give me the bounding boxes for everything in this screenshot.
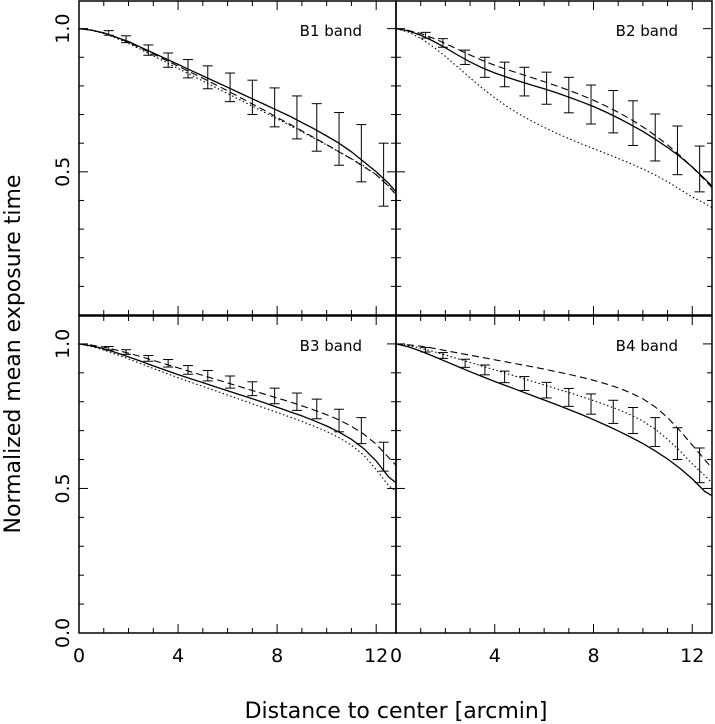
error-bar	[437, 352, 448, 359]
error-bar	[420, 346, 431, 353]
error-bar	[143, 44, 154, 56]
panel-frame	[78, 0, 397, 316]
error-bar	[628, 407, 638, 435]
series-line-dotted	[78, 28, 397, 196]
error-bar	[694, 447, 705, 484]
error-bar	[334, 408, 345, 433]
error-bar	[499, 370, 510, 384]
error-bar	[247, 79, 258, 116]
error-bar	[541, 381, 552, 399]
error-bar	[608, 399, 619, 424]
x-tick-label: 12	[364, 645, 388, 667]
series-line-dashed	[395, 343, 713, 469]
error-bar	[479, 364, 490, 376]
panel-1: B1 band	[78, 0, 397, 316]
error-bar	[563, 387, 574, 407]
y-tick-label: 1.0	[52, 13, 74, 43]
error-bar	[291, 392, 302, 411]
panel-label: B2 band	[616, 22, 678, 40]
error-bar	[586, 393, 597, 415]
error-bar	[628, 100, 638, 146]
error-bar	[311, 103, 322, 152]
error-bar	[519, 66, 530, 97]
x-tick-label: 12	[680, 645, 704, 667]
panel-label: B3 band	[300, 337, 362, 355]
y-tick-label: 0.5	[52, 473, 74, 503]
error-bar	[311, 398, 322, 420]
series-line-solid	[395, 343, 713, 497]
error-bar	[378, 441, 389, 472]
series-line-dashed	[395, 28, 713, 188]
error-bar	[269, 387, 280, 405]
panel-4: B4 band	[395, 315, 713, 634]
error-bar	[460, 358, 471, 368]
error-bar	[479, 56, 490, 78]
series-line-solid	[78, 343, 397, 484]
error-bar	[608, 89, 619, 134]
error-bar	[541, 71, 552, 105]
error-bar	[225, 72, 236, 103]
error-bar	[247, 381, 258, 397]
error-bar	[420, 31, 431, 39]
panel-frame	[395, 315, 713, 634]
series-line-solid	[78, 27, 397, 193]
panel-frame	[78, 315, 397, 634]
x-tick-label: 0	[390, 645, 402, 667]
panel-3: B3 band	[78, 315, 397, 634]
error-bar	[378, 142, 389, 207]
panel-label: B4 band	[616, 337, 678, 355]
error-bar	[356, 124, 367, 183]
series-line-dashed	[78, 28, 397, 196]
y-tick-label: 1.0	[52, 329, 74, 359]
x-tick-label: 0	[73, 645, 85, 667]
y-tick-label: 0.0	[52, 618, 74, 648]
error-bar	[225, 375, 236, 389]
y-axis-title: Normalized mean exposure time	[1, 175, 26, 534]
x-tick-label: 4	[172, 645, 184, 667]
error-bar	[163, 52, 174, 68]
error-bar	[143, 354, 154, 362]
error-bar	[650, 417, 661, 448]
error-bar	[672, 427, 683, 461]
error-bar	[694, 145, 705, 193]
x-tick-label: 4	[489, 645, 501, 667]
error-bar	[334, 112, 345, 166]
error-bar	[586, 84, 597, 125]
y-tick-label: 0.5	[52, 157, 74, 187]
x-axis-title: Distance to center [arcmin]	[245, 699, 548, 724]
error-bar	[182, 365, 193, 375]
error-bar	[121, 35, 132, 44]
series-line-dashed	[78, 343, 397, 466]
error-bar	[672, 125, 683, 176]
error-bar	[269, 87, 280, 128]
error-bar	[437, 38, 448, 48]
error-bar	[499, 61, 510, 88]
error-bar	[103, 30, 114, 36]
error-bar	[103, 346, 114, 351]
panel-frame	[395, 0, 713, 316]
error-bar	[121, 349, 132, 355]
error-bar	[163, 359, 174, 368]
error-bar	[460, 49, 471, 65]
error-bar	[563, 76, 574, 114]
error-bar	[291, 95, 302, 140]
series-line-solid	[395, 27, 713, 187]
error-bar	[182, 59, 193, 79]
x-tick-label: 8	[587, 645, 599, 667]
series-line-dotted	[395, 343, 713, 484]
panel-label: B1 band	[300, 22, 362, 40]
error-bar	[202, 370, 213, 382]
error-bar	[650, 113, 661, 162]
error-bar	[519, 376, 530, 391]
x-tick-label: 8	[271, 645, 283, 667]
error-bar	[356, 417, 367, 445]
axes-labels: Normalized mean exposure time Distance t…	[1, 175, 547, 724]
panel-2: B2 band	[395, 0, 713, 316]
series-line-dotted	[78, 343, 397, 492]
panels: B1 band B2 band B3 band B4 band 0.5 1.0 0.0 0.5…	[52, 0, 713, 667]
error-bar	[202, 65, 213, 90]
series-line-dotted	[395, 28, 713, 209]
